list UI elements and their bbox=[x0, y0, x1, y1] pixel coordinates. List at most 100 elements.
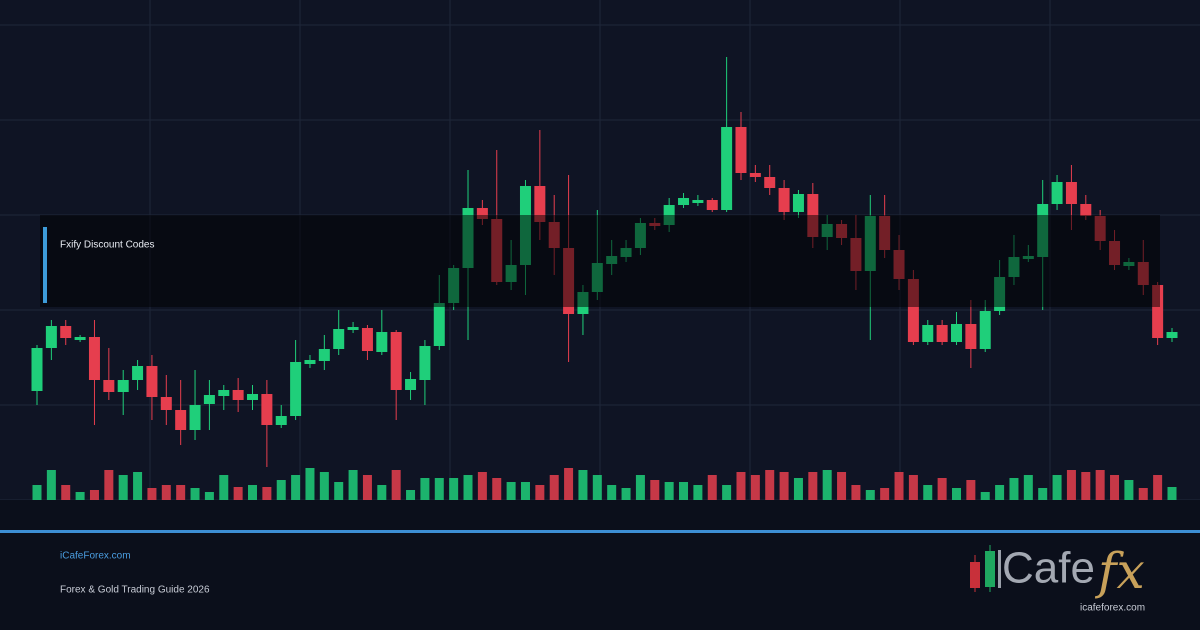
volume-bar bbox=[549, 475, 559, 500]
volume-bar bbox=[1009, 478, 1019, 500]
logo: Cafe fx icafeforex.com bbox=[970, 542, 1145, 614]
volume-bar bbox=[1066, 470, 1076, 500]
volume-bar bbox=[506, 482, 516, 500]
candle-body bbox=[361, 328, 373, 351]
volume-bar bbox=[779, 472, 789, 500]
candle-body bbox=[376, 332, 388, 352]
volume-bar bbox=[190, 488, 200, 500]
candle-body bbox=[907, 279, 919, 342]
volume-bar bbox=[535, 485, 545, 500]
candle-body bbox=[31, 348, 43, 391]
volume-bar bbox=[607, 485, 617, 500]
volume-bar bbox=[147, 488, 157, 500]
banner-label: Fxify Discount Codes bbox=[60, 240, 154, 251]
volume-bar bbox=[348, 470, 358, 500]
logo-fx: fx bbox=[1094, 542, 1145, 600]
candle-body bbox=[275, 416, 287, 425]
candle-body bbox=[45, 326, 57, 348]
volume-bar bbox=[722, 485, 732, 500]
volume-bar bbox=[276, 480, 286, 500]
volume-bar bbox=[233, 487, 243, 500]
volume-bar bbox=[334, 482, 344, 500]
volume-bar bbox=[104, 470, 114, 500]
volume-bar bbox=[664, 482, 674, 500]
volume-bar bbox=[679, 482, 689, 500]
volume-bar bbox=[1167, 487, 1177, 500]
label-overlay bbox=[40, 215, 1160, 307]
candle-body bbox=[965, 324, 977, 349]
volume-bar bbox=[693, 485, 703, 500]
candle-body bbox=[692, 200, 704, 203]
volume-bar bbox=[89, 490, 99, 500]
candle-body bbox=[261, 394, 273, 425]
footer-subtitle: Forex & Gold Trading Guide 2026 bbox=[60, 585, 210, 596]
candle-body bbox=[290, 362, 302, 416]
candle-body bbox=[74, 337, 86, 340]
volume-bar bbox=[406, 490, 416, 500]
volume-bar bbox=[305, 468, 315, 500]
volume-bar bbox=[1081, 472, 1091, 500]
candle-body bbox=[534, 186, 546, 222]
candle-body bbox=[88, 337, 100, 380]
candle-body bbox=[347, 327, 359, 330]
logo-icon bbox=[998, 550, 1001, 588]
volume-bar bbox=[377, 485, 387, 500]
candle-body bbox=[419, 346, 431, 380]
candle-body bbox=[189, 405, 201, 430]
volume-bar bbox=[161, 485, 171, 500]
candle-body bbox=[706, 200, 718, 210]
volume-bar bbox=[564, 468, 574, 500]
candle-body bbox=[433, 303, 445, 346]
volume-bar bbox=[808, 472, 818, 500]
volume-bar bbox=[635, 475, 645, 500]
candle-body bbox=[476, 208, 488, 219]
volume-bar bbox=[319, 472, 329, 500]
volume-bar bbox=[923, 485, 933, 500]
candle-body bbox=[721, 127, 733, 210]
candle-body bbox=[218, 390, 230, 396]
volume-bar bbox=[133, 472, 143, 500]
volume-bar bbox=[980, 492, 990, 500]
volume-bar bbox=[1138, 488, 1148, 500]
volume-bar bbox=[219, 475, 229, 500]
volume-bar bbox=[61, 485, 71, 500]
volume-bar bbox=[420, 478, 430, 500]
candle-body bbox=[792, 194, 804, 212]
candle-body bbox=[1051, 182, 1063, 204]
candle-body bbox=[749, 173, 761, 177]
volume-bar bbox=[995, 485, 1005, 500]
candle-body bbox=[764, 177, 776, 188]
candle-body bbox=[735, 127, 747, 173]
candle-body bbox=[390, 332, 402, 390]
volume-bar bbox=[1095, 470, 1105, 500]
candle-body bbox=[979, 311, 991, 349]
volume-bar bbox=[966, 480, 976, 500]
candle-body bbox=[1065, 182, 1077, 204]
volume-bar bbox=[1023, 475, 1033, 500]
candle-body bbox=[778, 188, 790, 212]
volume-bar bbox=[880, 488, 890, 500]
candle-body bbox=[936, 325, 948, 342]
volume-bar bbox=[937, 478, 947, 500]
candle-body bbox=[304, 360, 316, 364]
candle-body bbox=[318, 349, 330, 361]
volume-bar bbox=[75, 492, 85, 500]
label-accent bbox=[43, 227, 47, 303]
volume-bar bbox=[248, 485, 258, 500]
candle-body bbox=[203, 395, 215, 404]
volume-bar bbox=[492, 478, 502, 500]
volume-bar bbox=[765, 470, 775, 500]
volume-bar bbox=[32, 485, 42, 500]
candle-body bbox=[60, 326, 72, 338]
volume-bar bbox=[592, 475, 602, 500]
volume-bar bbox=[520, 482, 530, 500]
footer-site: iCafeForex.com bbox=[60, 551, 131, 562]
candle-body bbox=[333, 329, 345, 349]
candle-body bbox=[1166, 332, 1178, 338]
footer-separator bbox=[0, 530, 1200, 533]
logo-url: icafeforex.com bbox=[1080, 603, 1145, 614]
volume-bar bbox=[1124, 480, 1134, 500]
logo-icon bbox=[970, 562, 980, 588]
